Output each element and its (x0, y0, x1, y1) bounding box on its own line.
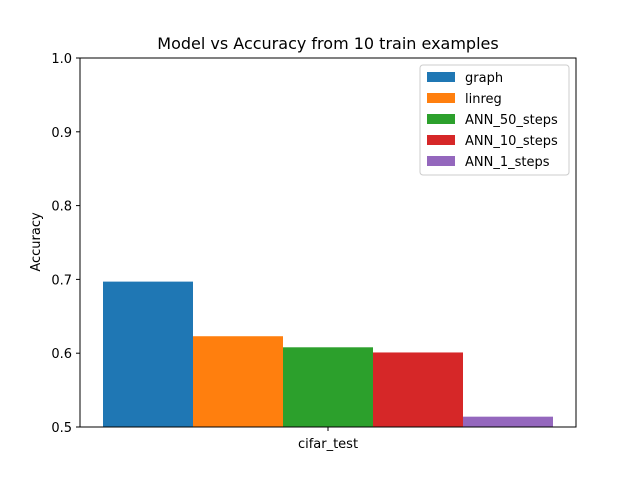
bar-ANN_1_steps (463, 416, 553, 427)
legend-swatch-graph (427, 72, 455, 82)
y-tick-label: 0.5 (51, 421, 72, 436)
legend-label-ANN_50_steps: ANN_50_steps (465, 113, 558, 128)
y-tick-label: 0.8 (51, 200, 72, 215)
y-tick-label: 1.0 (51, 52, 72, 67)
bar-ANN_50_steps (283, 347, 373, 427)
legend-swatch-linreg (427, 93, 455, 103)
bars-group (103, 281, 553, 427)
bar-graph (103, 281, 193, 427)
legend-swatch-ANN_1_steps (427, 156, 455, 166)
legend-label-ANN_10_steps: ANN_10_steps (465, 134, 558, 149)
y-tick-label: 0.6 (51, 347, 72, 362)
legend-swatch-ANN_50_steps (427, 114, 455, 124)
legend-label-ANN_1_steps: ANN_1_steps (465, 155, 550, 170)
y-tick-label: 0.7 (51, 273, 72, 288)
legend-swatch-ANN_10_steps (427, 135, 455, 145)
legend-label-linreg: linreg (465, 92, 502, 107)
x-tick-label: cifar_test (298, 437, 358, 452)
bar-ANN_10_steps (373, 352, 463, 427)
legend-box (419, 64, 570, 176)
y-tick-label: 0.9 (51, 126, 72, 141)
axes-group: 0.5 0.6 0.7 0.8 0.9 1.0 cifar_test (51, 52, 577, 452)
y-axis-label: Accuracy (29, 212, 44, 272)
chart-title: Model vs Accuracy from 10 train examples (157, 34, 498, 53)
legend-label-graph: graph (465, 71, 503, 86)
bar-linreg (193, 336, 283, 427)
legend: graph linreg ANN_50_steps ANN_10_steps ANN_1… (419, 64, 570, 176)
